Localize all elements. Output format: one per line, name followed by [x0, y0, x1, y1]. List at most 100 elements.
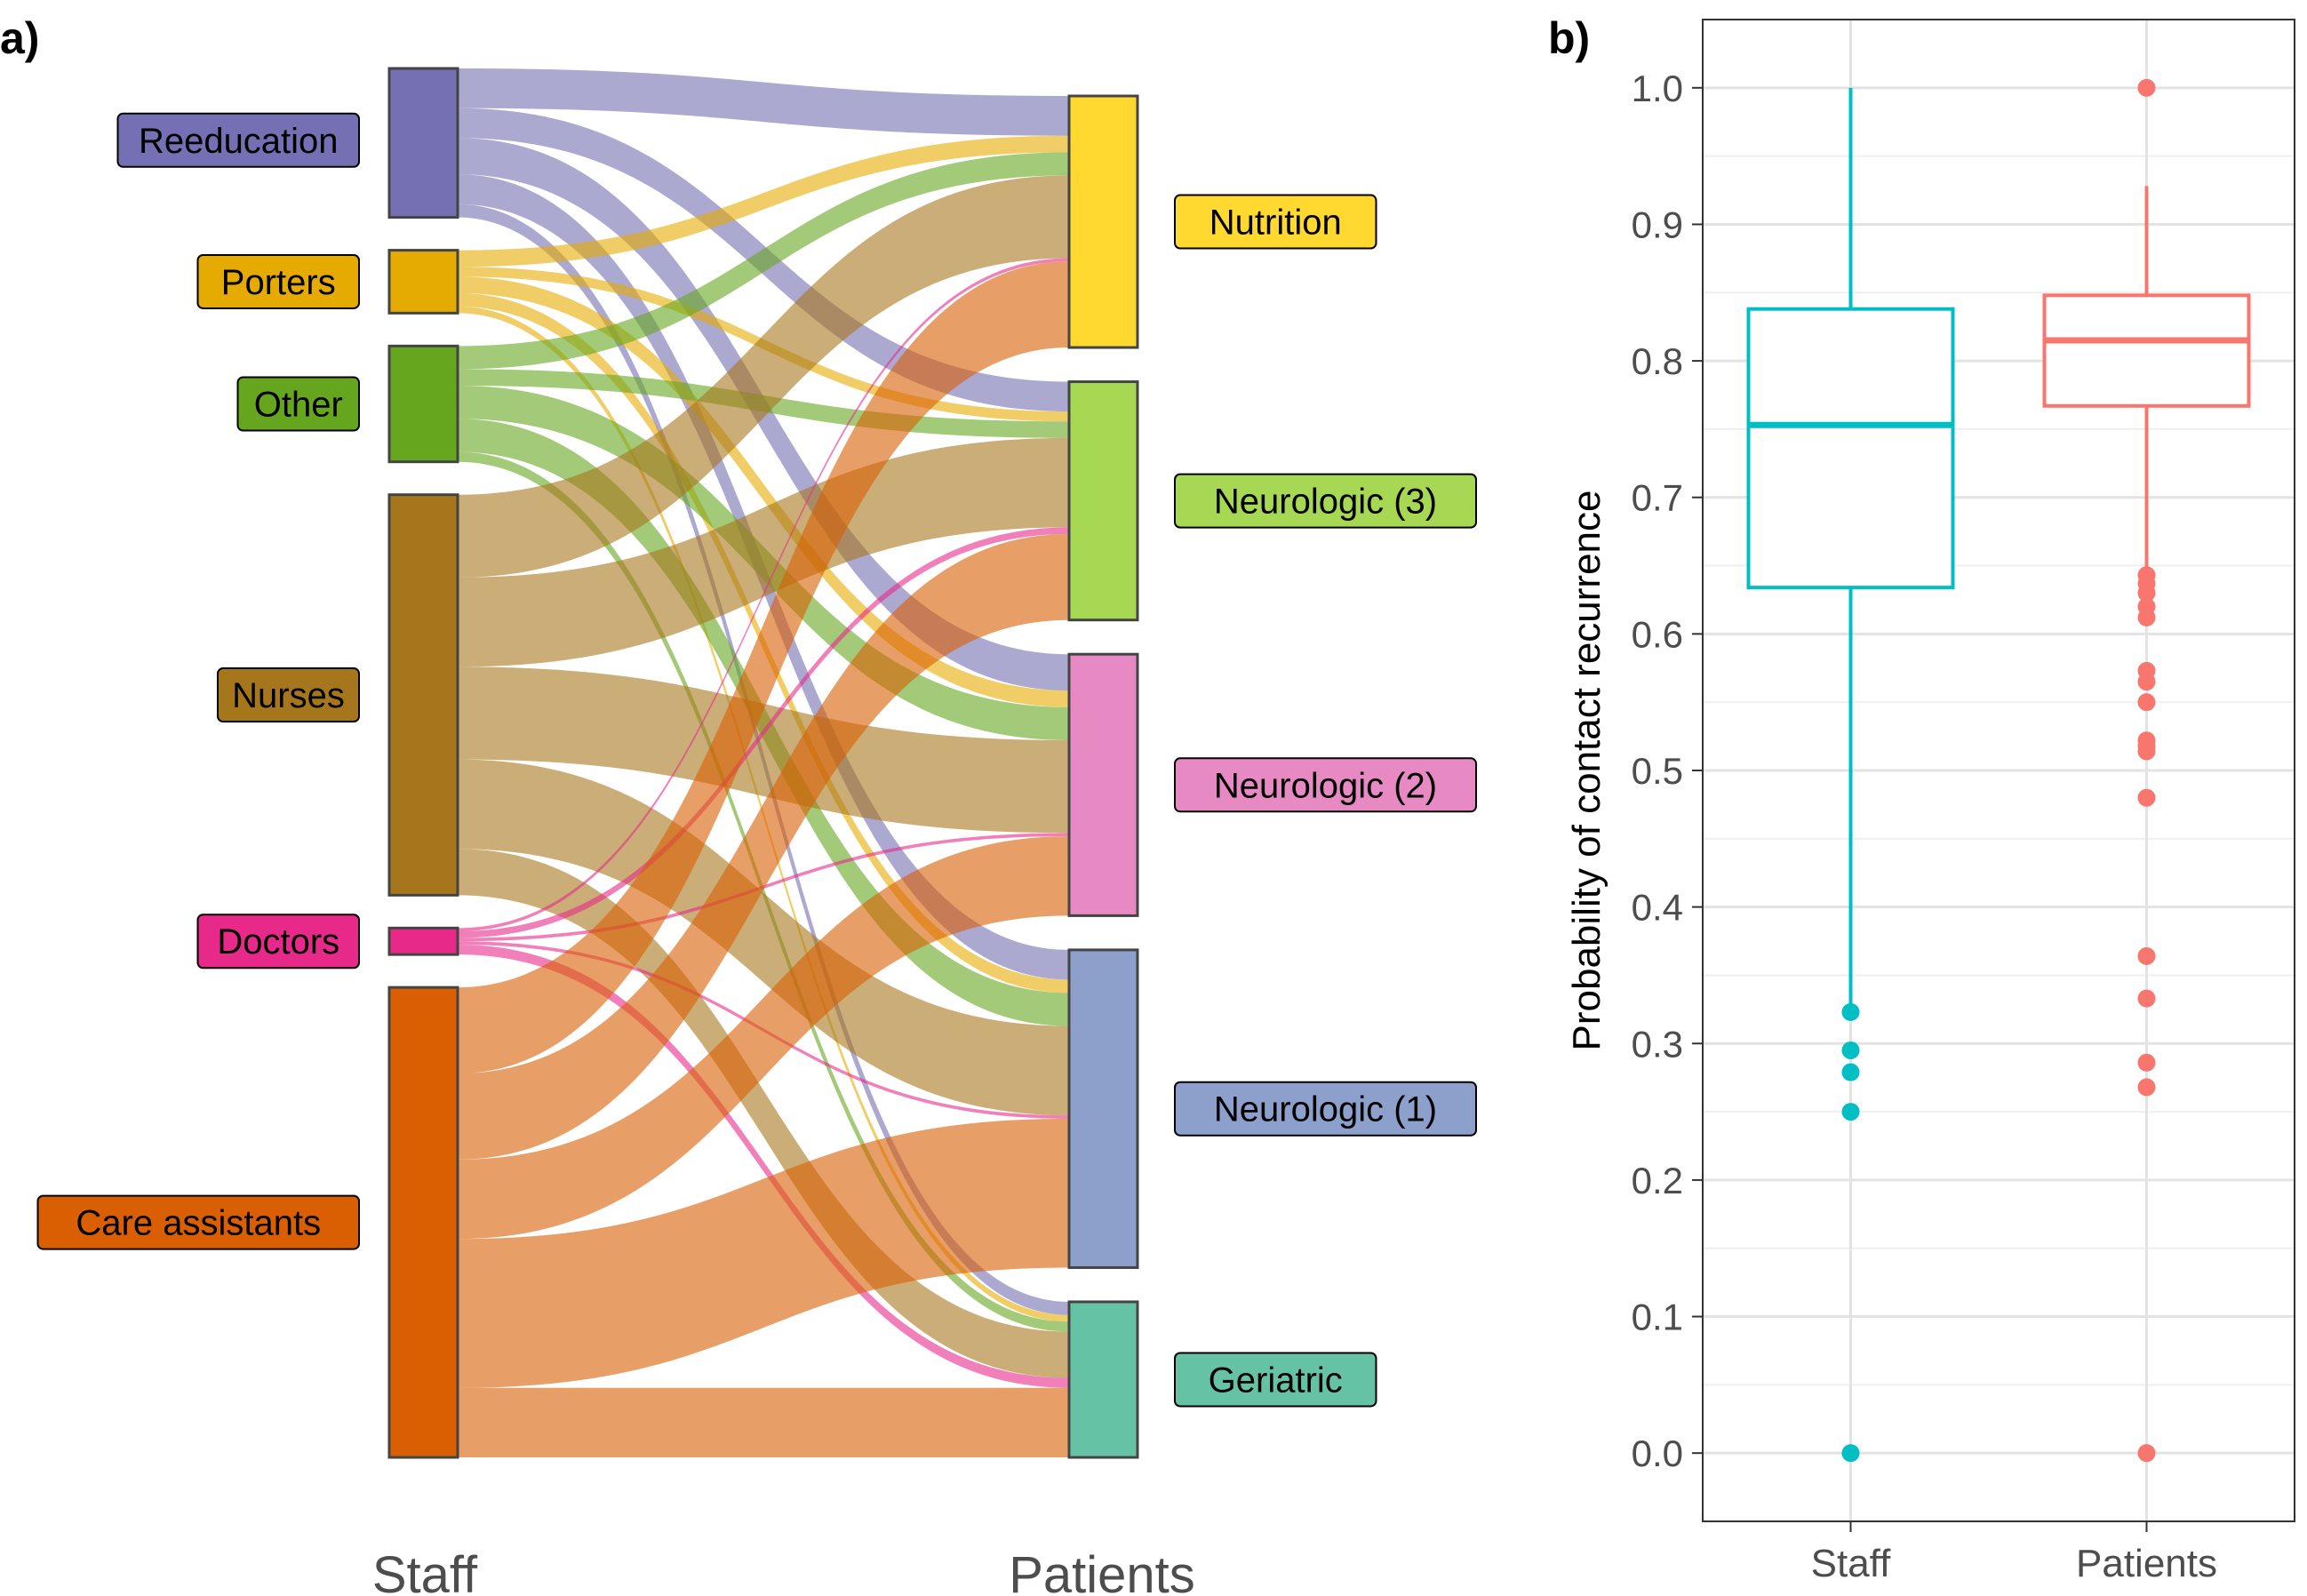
y-tick-label: 0.5: [1632, 750, 1683, 792]
label-box-neurologic-1: [1174, 1081, 1477, 1137]
flow-porters-to-nutrition: [458, 135, 1069, 267]
y-tick-label: 0.2: [1632, 1160, 1683, 1201]
label-box-neurologic-2: [1174, 757, 1477, 813]
y-tick-label: 0.0: [1632, 1432, 1683, 1474]
y-tick-label: 0.4: [1632, 887, 1683, 929]
label-box-nutrition: [1174, 194, 1377, 250]
label-box-care-assistants: [36, 1194, 360, 1250]
staff-axis-label: Staff: [372, 1546, 478, 1596]
label-care-assistants: Care assistants: [76, 1204, 321, 1243]
label-reeducation: Reeducation: [139, 122, 339, 161]
outlier-point: [2137, 989, 2156, 1008]
sankey-nodes: [387, 67, 1139, 1459]
x-axis: Staff Patients: [1811, 1521, 2217, 1585]
flow-nurses-to-neurologic-2: [458, 666, 1069, 834]
label-box-porters: [196, 253, 360, 309]
node-porters: [387, 249, 459, 315]
node-nurses: [387, 493, 459, 897]
outlier-point: [2137, 1444, 2156, 1463]
flow-care-assistants-to-neurologic-3: [458, 533, 1069, 1160]
y-tick-label: 0.1: [1632, 1297, 1683, 1338]
y-tick-label: 0.7: [1632, 477, 1683, 519]
node-neurologic-3: [1067, 380, 1139, 622]
x-tick-label-staff: Staff: [1811, 1542, 1891, 1585]
outlier-point: [2137, 78, 2156, 97]
flow-other-to-geriatric: [458, 451, 1069, 1332]
flow-care-assistants-to-geriatric: [458, 1387, 1069, 1457]
outlier-point: [2137, 584, 2156, 602]
sankey-panel: a) Reeducation Porters Other Nurses Doctors C…: [0, 13, 1477, 1596]
node-nutrition: [1067, 94, 1139, 349]
label-neurologic-3: Neurologic (3): [1214, 483, 1437, 522]
flow-care-assistants-to-neurologic-1: [458, 1118, 1069, 1388]
label-porters: Porters: [221, 263, 336, 302]
flow-reeducation-to-nutrition: [458, 68, 1069, 136]
label-box-other: [236, 376, 360, 432]
iqr-box: [1746, 307, 1955, 590]
label-geriatric: Geriatric: [1209, 1361, 1343, 1400]
outlier-point: [1841, 1444, 1860, 1463]
outlier-point: [2137, 946, 2156, 965]
flow-doctors-to-geriatric: [458, 944, 1069, 1388]
label-other: Other: [254, 386, 343, 425]
y-axis: 0.0 0.1 0.2 0.3 0.4 0.5 0.6 0.7 0.8 0.9 1.0: [1632, 68, 1703, 1474]
node-geriatric: [1067, 1300, 1139, 1459]
box-staff: [1746, 87, 1955, 1463]
flow-nurses-to-geriatric: [458, 849, 1069, 1378]
label-box-neurologic-3: [1174, 473, 1477, 529]
label-doctors: Doctors: [217, 922, 339, 962]
node-neurologic-2: [1067, 652, 1139, 917]
label-neurologic-1: Neurologic (1): [1214, 1090, 1437, 1129]
outlier-point: [2137, 608, 2156, 626]
boxplot-gridlines: [1703, 20, 2295, 1521]
outlier-point: [2137, 673, 2156, 691]
label-box-nurses: [217, 667, 360, 723]
node-other: [387, 344, 459, 464]
patients-axis-label: Patients: [1009, 1546, 1195, 1596]
flow-other-to-nutrition: [458, 152, 1069, 370]
flow-doctors-to-nutrition: [458, 258, 1069, 932]
x-tick-label-patients: Patients: [2076, 1542, 2217, 1585]
outlier-point: [1841, 1103, 1860, 1121]
y-tick-label: 0.3: [1632, 1023, 1683, 1065]
label-nutrition: Nutrition: [1209, 203, 1342, 243]
y-tick-label: 1.0: [1632, 68, 1683, 109]
node-doctors: [387, 926, 459, 956]
y-tick-label: 0.6: [1632, 613, 1683, 655]
flow-doctors-to-neurologic-3: [458, 527, 1069, 938]
box-patients: [2042, 78, 2251, 1463]
sankey-labels: Reeducation Porters Other Nurses Doctors Care…: [36, 112, 1477, 1408]
y-tick-label: 0.9: [1632, 203, 1683, 245]
label-neurologic-2: Neurologic (2): [1214, 766, 1437, 805]
flow-care-assistants-to-nutrition: [458, 261, 1069, 1073]
outlier-point: [1841, 1063, 1860, 1081]
iqr-box: [2042, 293, 2251, 408]
node-reeducation: [387, 67, 459, 219]
outlier-point: [2137, 742, 2156, 761]
flow-nurses-to-neurologic-1: [458, 759, 1069, 1116]
label-box-reeducation: [116, 112, 360, 168]
y-tick-label: 0.8: [1632, 340, 1683, 382]
node-care-assistants: [387, 986, 459, 1459]
outlier-point: [2137, 693, 2156, 712]
flow-porters-to-neurologic-2: [458, 276, 1069, 707]
flow-nurses-to-nutrition: [458, 175, 1069, 578]
flow-nurses-to-neurologic-3: [458, 437, 1069, 667]
panel-b-label: b): [1548, 13, 1590, 63]
sankey-flows: [458, 68, 1069, 1457]
outlier-point: [1841, 1041, 1860, 1059]
outlier-point: [1841, 1002, 1860, 1021]
boxplot-boxes: [1746, 78, 2251, 1463]
y-axis-title: Probability of contact recurrence: [1565, 491, 1609, 1051]
label-box-doctors: [196, 914, 360, 970]
boxplot-panel: b) 0.0 0.1 0.2 0.3 0.4 0.5 0.6 0.7 0.8 0.9 1.0 Sta…: [1548, 13, 2295, 1585]
flow-care-assistants-to-neurologic-2: [458, 836, 1069, 1240]
panel-a-label: a): [0, 13, 39, 63]
label-box-geriatric: [1174, 1352, 1377, 1408]
outlier-point: [2137, 788, 2156, 807]
node-neurologic-1: [1067, 948, 1139, 1269]
outlier-point: [2137, 1053, 2156, 1072]
label-nurses: Nurses: [232, 676, 345, 715]
outlier-point: [2137, 1078, 2156, 1097]
